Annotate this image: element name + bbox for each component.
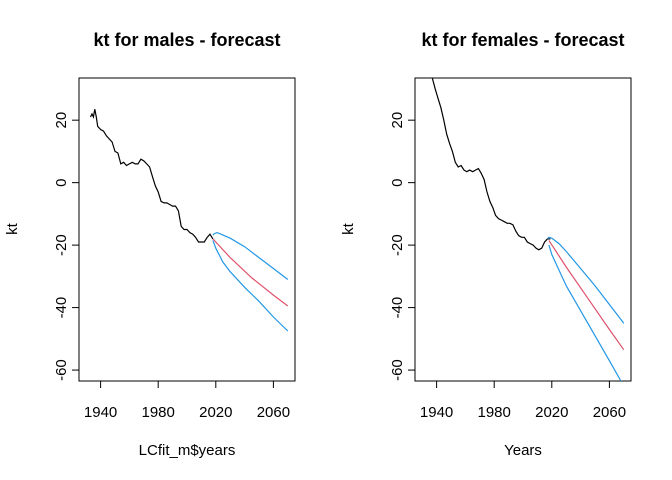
y-tick-label: 0	[389, 178, 406, 186]
series-line-interval	[547, 236, 625, 324]
x-axis-label: Years	[504, 442, 542, 459]
plot-frame	[78, 77, 296, 382]
y-tick-label: -20	[53, 234, 70, 256]
x-tick-label: 1980	[142, 404, 175, 421]
plot-frame	[414, 77, 632, 382]
y-tick-label: -60	[389, 359, 406, 381]
y-axis-label: kt	[340, 222, 357, 235]
y-tick-label: 0	[53, 178, 70, 186]
chart-title: kt for males - forecast	[93, 30, 280, 50]
y-tick-label: -20	[389, 234, 406, 256]
x-tick-label: 2060	[257, 404, 290, 421]
x-tick-label: 2060	[593, 404, 626, 421]
y-tick-label: -40	[389, 297, 406, 319]
y-tick-label: 20	[53, 112, 70, 129]
x-tick-label: 1940	[420, 404, 453, 421]
series-line-observed	[431, 78, 551, 251]
chart-panel-males: kt for males - forecast 1940 1980 2020 2060 2…	[4, 30, 296, 459]
x-tick-label: 1980	[478, 404, 511, 421]
series-line-interval	[548, 244, 622, 381]
series-line-forecast	[212, 238, 289, 307]
y-tick-label: 20	[389, 112, 406, 129]
x-tick-label: 1940	[84, 404, 117, 421]
y-tick-label: -40	[53, 297, 70, 319]
x-tick-label: 2020	[535, 404, 568, 421]
series-line-observed	[89, 109, 214, 243]
y-tick-label: -60	[53, 359, 70, 381]
series-line-interval	[212, 240, 289, 332]
chart-title: kt for females - forecast	[421, 30, 624, 50]
chart-panel-females: kt for females - forecast 1940 1980 2020 206…	[340, 30, 632, 459]
series-line-interval	[212, 231, 289, 280]
x-axis-label: LCfit_m$years	[139, 442, 236, 459]
y-axis-label: kt	[4, 222, 21, 235]
series-line-forecast	[548, 240, 625, 351]
x-tick-label: 2020	[199, 404, 232, 421]
